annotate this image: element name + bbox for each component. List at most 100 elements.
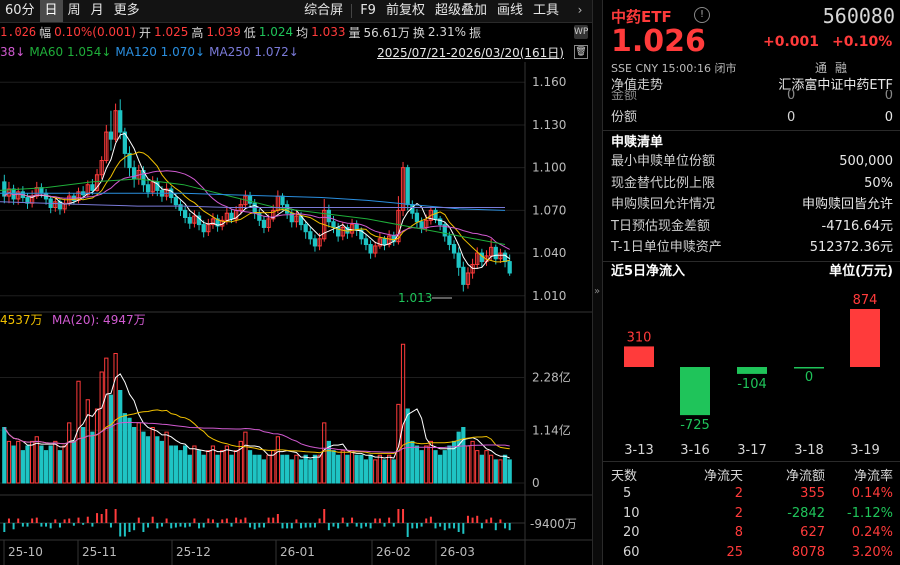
candle-body (206, 224, 211, 233)
candle-body (145, 184, 151, 193)
flow-header: 近5日净流入 单位(万元) (611, 262, 893, 282)
vol-value: 56.61万 (363, 25, 410, 40)
flow-net-rate: 0.14% (851, 486, 893, 501)
delete-icon[interactable]: 🗑 (574, 45, 588, 59)
volume-bar (447, 445, 452, 484)
volume-bar (438, 454, 443, 484)
period-week[interactable]: 周 (67, 3, 81, 18)
volume-bar (410, 440, 415, 484)
candle-body (447, 235, 452, 246)
volume-bar (424, 445, 429, 484)
high-label: 高 (191, 25, 204, 40)
ma120-line (0, 192, 506, 211)
low-marker-label: 1.013 (398, 291, 432, 305)
expand-chevron-icon[interactable]: › (577, 3, 583, 17)
volume-tick-label: 2.28亿 (532, 370, 571, 385)
avg-value: 1.033 (311, 25, 346, 39)
panel-splitter[interactable]: » (592, 0, 603, 565)
candle-body (16, 191, 21, 200)
amp2-label: 振 (469, 25, 482, 40)
price-tick-label: 1.070 (532, 203, 566, 217)
flow-unit: 单位(万元) (829, 264, 893, 279)
period-more[interactable]: 更多 (113, 3, 140, 18)
volume-bar (136, 422, 141, 484)
tool-super-overlay[interactable]: 超级叠加 (434, 3, 487, 18)
candle-body (507, 261, 512, 274)
volume-bar (150, 427, 155, 484)
flow-net-amt: -2842 (787, 505, 825, 521)
candle-body (294, 215, 299, 223)
price-tick-label: 1.010 (532, 289, 566, 303)
volume-bar (442, 450, 447, 484)
volume-bar (484, 450, 489, 484)
volume-tick-label: 1.14亿 (532, 422, 571, 437)
candle-body (433, 209, 438, 220)
volume-bar (275, 436, 280, 484)
vol-ma20-label: MA(20): 4947万 (52, 313, 146, 327)
volume-bar (187, 454, 192, 484)
nav-row[interactable]: 净值走势 汇添富中证中药ETF (611, 76, 893, 96)
period-60min[interactable]: 60分 (5, 3, 35, 18)
low-label: 低 (243, 25, 256, 40)
kline-chart[interactable]: 1.160 1.130 1.100 1.070 1.040 1.010 2.28亿 1.14亿… (0, 62, 592, 565)
vol-label: 量 (348, 25, 361, 40)
ma5-line (4, 132, 510, 269)
candle-body (164, 188, 169, 197)
volume-bar (465, 445, 471, 484)
net-inflow-value-label: -104 (737, 377, 767, 392)
divider (603, 261, 900, 262)
volume-bar (289, 459, 294, 484)
volume-bar (6, 440, 12, 484)
volume-bar (294, 454, 299, 484)
volume-bar (498, 459, 503, 484)
share-v1: 0 (787, 110, 796, 125)
net-inflow-value-label: 310 (627, 330, 652, 345)
low-value: 1.024 (258, 25, 294, 39)
date-range[interactable]: 2025/07/21-2026/03/20(161日) (377, 45, 564, 60)
tool-draw-line[interactable]: 画线 (496, 3, 523, 18)
candle-body (280, 195, 285, 206)
volume-bar (229, 454, 234, 484)
tool-forward-adjust[interactable]: 前复权 (385, 3, 425, 18)
sub-list-title: 申赎清单 (611, 133, 893, 153)
net-inflow-date-label: 3-16 (680, 443, 710, 458)
tool-tools[interactable]: 工具 (532, 3, 559, 18)
wp-badge-icon[interactable]: WP (574, 25, 589, 39)
ma120-value: MA120 1.070↓ (115, 45, 206, 59)
volume-bar (312, 454, 318, 484)
volume-bar (400, 343, 406, 484)
tool-composite-screen[interactable]: 综合屏 (304, 3, 344, 18)
net-inflow-date-label: 3-18 (794, 443, 824, 458)
info-icon[interactable]: ! (694, 7, 710, 23)
candle-body (475, 252, 480, 265)
volume-bar (234, 450, 239, 484)
volume-bar (20, 450, 25, 484)
period-month[interactable]: 月 (90, 3, 104, 18)
ma60-value: MA60 1.054↓ (29, 45, 112, 59)
volume-bar (108, 394, 114, 484)
tool-f9[interactable]: F9 (360, 3, 376, 18)
candle-body (438, 218, 443, 226)
volume-bar (39, 445, 44, 484)
volume-bar (354, 454, 359, 484)
candle-body (247, 195, 253, 204)
volume-bar (53, 440, 58, 484)
sub-row-label: 现金替代比例上限 (611, 175, 716, 191)
flow-net-rate: -1.12% (847, 505, 893, 521)
candle-body (210, 218, 216, 226)
period-day[interactable]: 日 (39, 0, 63, 22)
ma250-value: MA250 1.072↓ (209, 45, 299, 59)
collapse-chevron-icon[interactable]: » (594, 286, 601, 297)
candle-body (387, 235, 392, 246)
sub-list-row: 现金替代比例上限 50% (611, 174, 893, 194)
flow-days: 10 (623, 505, 640, 521)
volume-bar (470, 440, 475, 484)
sub-row-value: 512372.36元 (809, 240, 893, 255)
sub-list-row: 申购赎回允许情况 申购赎回皆允许 (611, 195, 893, 215)
volume-bar (331, 450, 336, 484)
volume-tick-label: 0 (532, 476, 540, 490)
chart-axes: 1.160 1.130 1.100 1.070 1.040 1.010 2.28亿 1.14亿… (8, 75, 577, 559)
candle-body (122, 131, 127, 154)
volume-bar (257, 454, 262, 484)
candle-body (6, 188, 12, 197)
